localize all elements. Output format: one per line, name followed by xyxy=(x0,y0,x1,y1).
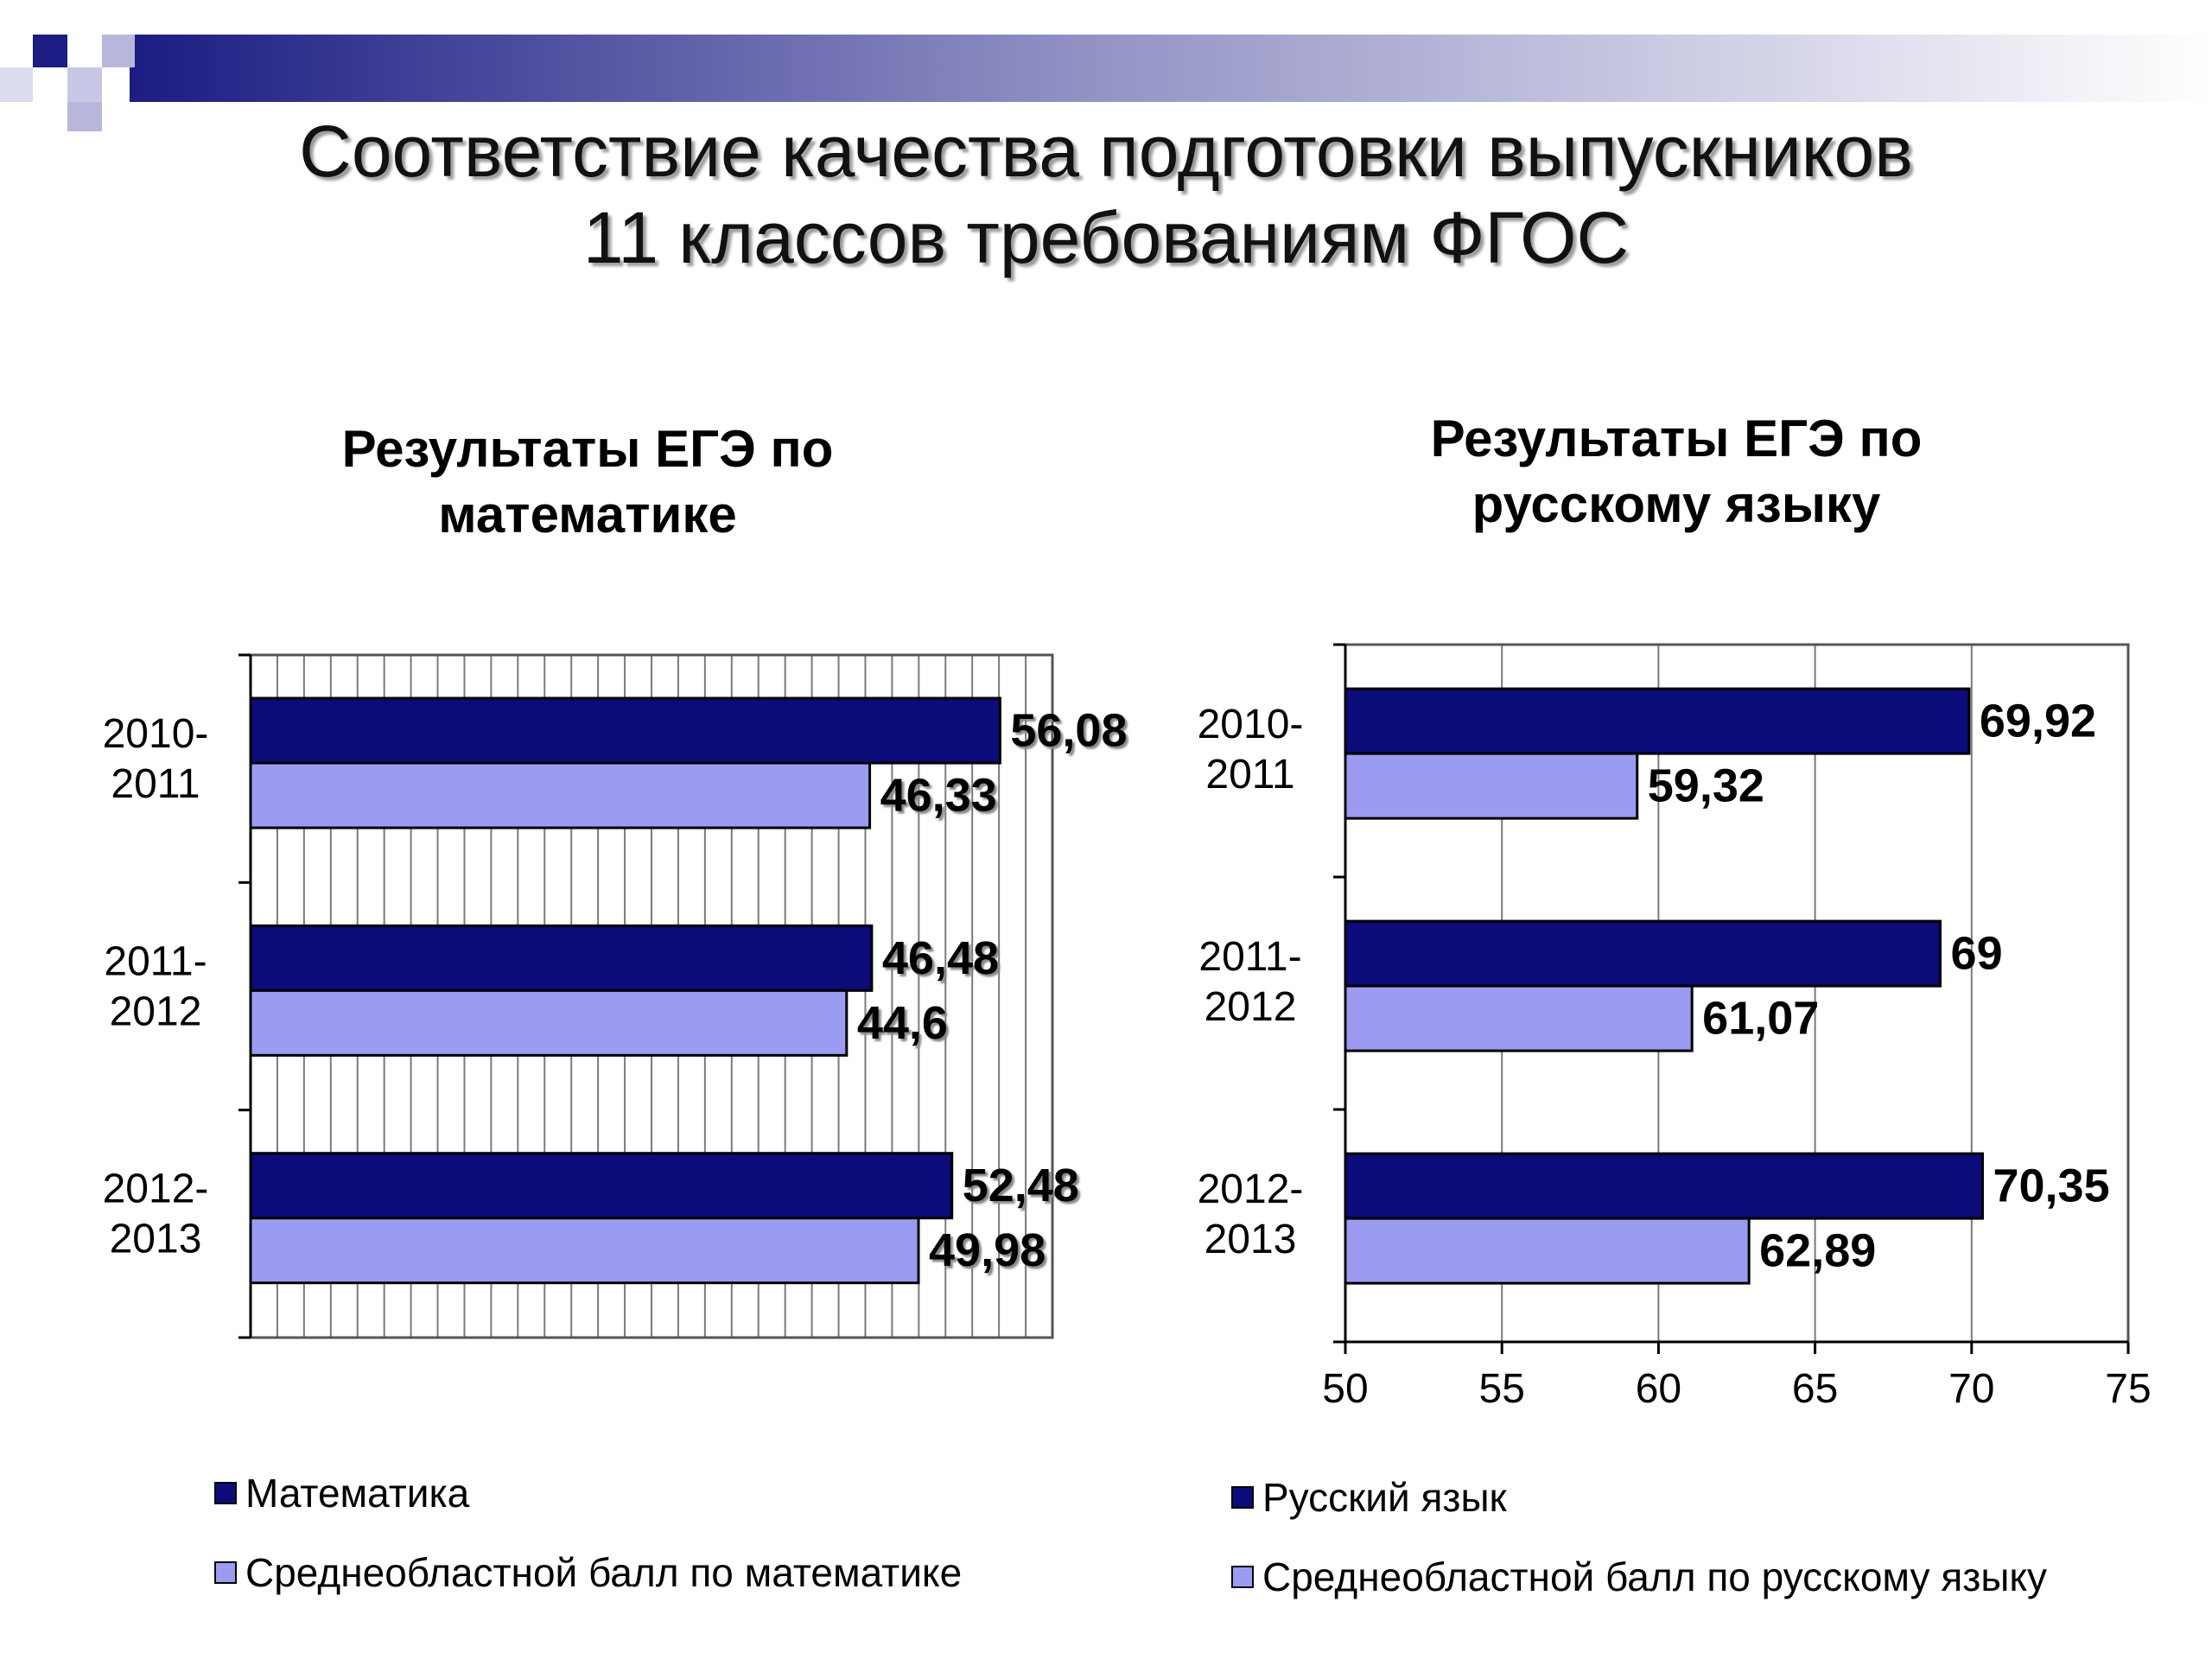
math-category-label: 2011 xyxy=(111,761,200,807)
math-chart-title: Результаты ЕГЭ по математике xyxy=(199,416,976,548)
russian-x-tick-label: 70 xyxy=(1948,1366,1994,1412)
math-category-label: 2011- xyxy=(104,938,207,984)
math-data-label: 56,08 xyxy=(1010,705,1127,757)
corner-square-light xyxy=(67,67,102,102)
math-category-label: 2012 xyxy=(110,988,202,1034)
corner-decoration xyxy=(0,35,2212,131)
russian-x-tick-label: 50 xyxy=(1322,1366,1368,1412)
russian-bar-regional xyxy=(1344,1217,1751,1285)
legend-item: Среднеобластной балл по математике xyxy=(214,1547,962,1599)
russian-x-tick-label: 75 xyxy=(2105,1366,2151,1412)
russian-category-label: 2013 xyxy=(1205,1217,1297,1262)
slide-title: Соответствие качества подготовки выпускн… xyxy=(0,108,2212,281)
russian-data-label: 70,35 xyxy=(1993,1160,2109,1212)
corner-square-light xyxy=(0,67,33,102)
russian-bar-regional xyxy=(1344,752,1639,820)
russian-chart-title-line1: Результаты ЕГЭ по xyxy=(1430,410,1923,467)
legend-swatch-regional xyxy=(214,1561,237,1584)
russian-data-label: 61,07 xyxy=(1702,993,1819,1045)
corner-square-dark xyxy=(33,35,67,67)
russian-data-label: 69 xyxy=(1951,928,2003,980)
legend-swatch-school xyxy=(1231,1486,1254,1509)
math-category-label: 2013 xyxy=(110,1217,202,1262)
russian-chart-title-line2: русскому языку xyxy=(1471,475,1881,533)
russian-category-label: 2011- xyxy=(1198,934,1301,980)
math-bar-regional xyxy=(249,761,872,830)
math-category-label: 2012- xyxy=(103,1166,209,1212)
russian-bar-regional xyxy=(1344,984,1694,1052)
russian-category-label: 2012- xyxy=(1198,1166,1304,1212)
math-chart-title-line1: Результаты ЕГЭ по xyxy=(341,420,834,478)
legend-item: Среднеобластной балл по русскому языку xyxy=(1231,1551,2047,1603)
header-gradient-band xyxy=(130,35,2212,102)
slide-title-line1: Соответствие качества подготовки выпускн… xyxy=(299,111,1913,192)
math-data-label: 49,98 xyxy=(929,1224,1046,1276)
russian-chart-title: Результаты ЕГЭ по русскому языку xyxy=(1287,406,2065,537)
math-data-label: 46,48 xyxy=(882,932,999,984)
math-bar-regional xyxy=(249,988,849,1057)
math-legend: Математика Среднеобластной балл по матем… xyxy=(214,1467,962,1626)
russian-category-label: 2010- xyxy=(1198,702,1304,747)
legend-label: Среднеобластной балл по русскому языку xyxy=(1262,1554,2048,1599)
math-bar-school xyxy=(249,696,1001,765)
legend-item: Русский язык xyxy=(1231,1471,2047,1523)
russian-legend: Русский язык Среднеобластной балл по рус… xyxy=(1231,1471,2047,1630)
corner-square-light xyxy=(102,35,135,67)
russian-bar-school xyxy=(1344,919,1942,988)
legend-label: Среднеобластной балл по математике xyxy=(245,1550,963,1595)
russian-chart: 69,92 59,32 2010- 2011 69 61,07 2011-2012 70,35… xyxy=(1198,643,2152,1412)
russian-bar-school xyxy=(1344,1152,1984,1220)
math-bar-school xyxy=(249,1152,954,1220)
math-category-label: 2010- xyxy=(103,711,209,757)
russian-data-label: 62,89 xyxy=(1759,1225,1876,1277)
legend-item: Математика xyxy=(214,1467,962,1519)
math-data-label: 46,33 xyxy=(880,770,997,822)
legend-label: Математика xyxy=(245,1471,470,1516)
math-bar-regional xyxy=(249,1217,920,1285)
math-chart-title-line2: математике xyxy=(438,486,737,543)
charts-canvas: 56,0846,332010-201146,4844,62011-201252,… xyxy=(103,643,2152,1412)
russian-x-tick-label: 65 xyxy=(1792,1366,1838,1412)
russian-category-label: 2011 xyxy=(1205,752,1294,798)
math-data-label: 44,6 xyxy=(857,997,948,1049)
russian-bar-school xyxy=(1344,687,1971,755)
russian-x-tick-label: 60 xyxy=(1636,1366,1681,1412)
russian-category-label: 2012 xyxy=(1205,984,1297,1030)
legend-label: Русский язык xyxy=(1262,1475,1507,1520)
legend-swatch-school xyxy=(214,1482,237,1504)
corner-square-light xyxy=(67,102,102,131)
math-bar-school xyxy=(249,924,874,992)
russian-data-label: 59,32 xyxy=(1648,760,1764,812)
math-data-label: 52,48 xyxy=(963,1160,1079,1211)
slide-title-line2: 11 классов требованиям ФГОС xyxy=(582,197,1630,278)
russian-data-label: 69,92 xyxy=(1980,696,2096,747)
russian-x-tick-label: 55 xyxy=(1479,1366,1525,1412)
legend-swatch-regional xyxy=(1231,1566,1254,1588)
